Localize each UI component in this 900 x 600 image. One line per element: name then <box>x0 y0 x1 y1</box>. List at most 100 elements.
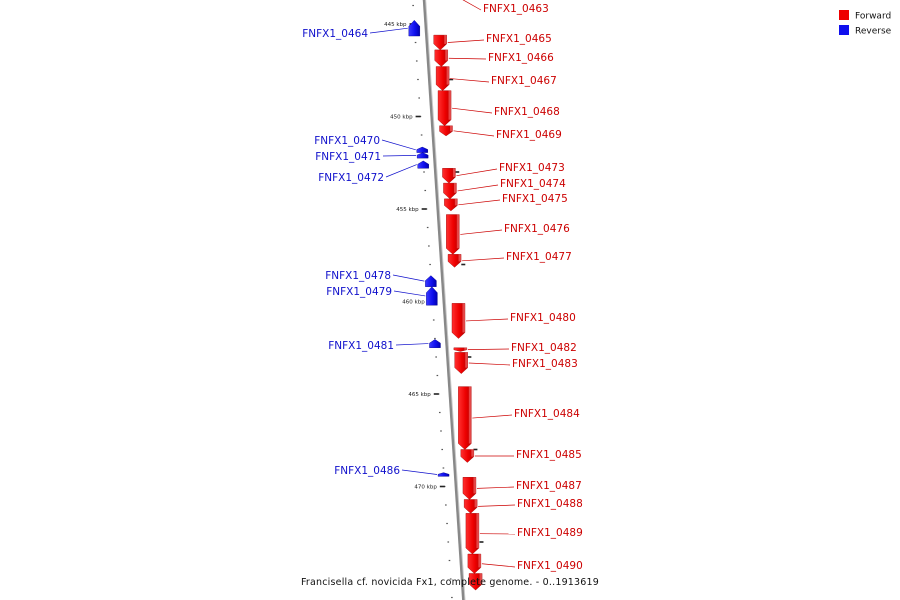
gene-label[interactable]: FNFX1_0478 <box>325 270 391 282</box>
gene-label[interactable]: FNFX1_0488 <box>517 498 583 510</box>
gene-label[interactable]: FNFX1_0472 <box>318 172 384 184</box>
gene-label[interactable]: FNFX1_0470 <box>314 135 380 147</box>
label-connector <box>453 130 495 137</box>
gene-label[interactable]: FNFX1_0465 <box>486 33 552 45</box>
gene-label[interactable]: FNFX1_0486 <box>334 465 400 477</box>
major-tick <box>439 485 445 488</box>
tick-label: 445 kbp <box>384 22 407 28</box>
label-connector <box>382 155 417 157</box>
legend: Forward Reverse <box>839 10 892 37</box>
gene-highlight <box>476 513 479 549</box>
gene-label[interactable]: FNFX1_0490 <box>517 560 583 572</box>
label-connector <box>395 343 429 346</box>
minor-tick <box>445 504 447 506</box>
gene-highlight <box>458 254 462 262</box>
label-connector <box>385 164 417 178</box>
minor-tick <box>412 4 414 7</box>
gene-feature-reverse[interactable] <box>408 20 421 37</box>
gene-highlight <box>444 35 447 44</box>
gene-label[interactable]: FNFX1_0477 <box>506 251 572 263</box>
legend-label-forward: Forward <box>855 12 891 22</box>
tick-label: 450 kbp <box>390 115 413 121</box>
gene-highlight <box>471 449 474 457</box>
gene-label[interactable]: FNFX1_0483 <box>512 358 578 370</box>
gene-label[interactable]: FNFX1_0482 <box>511 342 577 354</box>
label-connector <box>462 0 482 11</box>
label-connector <box>481 563 516 568</box>
legend-label-reverse: Reverse <box>855 27 892 37</box>
gene-label[interactable]: FNFX1_0466 <box>488 52 554 64</box>
gene-label[interactable]: FNFX1_0481 <box>328 340 394 352</box>
minor-tick <box>417 78 419 81</box>
gene-highlight <box>479 573 483 585</box>
minor-tick <box>414 41 417 44</box>
gene-label[interactable]: FNFX1_0484 <box>514 408 580 420</box>
gene-label[interactable]: FNFX1_0476 <box>504 223 570 235</box>
label-connector <box>476 486 515 489</box>
scale-mark <box>467 356 472 358</box>
label-connector <box>401 469 438 475</box>
minor-tick <box>441 448 444 451</box>
minor-tick <box>446 522 448 525</box>
scale-mark <box>479 541 484 543</box>
gene-feature-reverse[interactable] <box>416 146 428 153</box>
gene-label[interactable]: FNFX1_0467 <box>491 75 557 87</box>
gene-label[interactable]: FNFX1_0479 <box>326 286 392 298</box>
gene-label[interactable]: FNFX1_0475 <box>502 193 568 205</box>
label-connector <box>392 274 425 282</box>
gene-label[interactable]: FNFX1_0473 <box>499 162 565 174</box>
label-connector <box>478 504 516 507</box>
label-connector <box>458 199 501 206</box>
label-connector <box>457 184 499 192</box>
tick-label: 465 kbp <box>408 392 431 398</box>
label-connector <box>472 414 513 419</box>
gene-highlight <box>473 477 476 494</box>
scale-mark <box>461 263 466 266</box>
minor-tick <box>435 356 437 358</box>
label-connector <box>468 362 511 366</box>
major-tick <box>421 208 427 210</box>
label-connector <box>447 39 485 43</box>
label-connector <box>456 168 498 177</box>
gene-label[interactable]: FNFX1_0464 <box>302 28 368 40</box>
gene-feature-reverse[interactable] <box>425 275 437 287</box>
label-connector <box>460 229 503 235</box>
label-connector <box>369 27 408 34</box>
gene-feature-reverse[interactable] <box>426 286 438 306</box>
gene-highlight <box>462 303 465 333</box>
minor-tick <box>429 263 431 266</box>
minor-tick <box>451 596 453 599</box>
gene-label[interactable]: FNFX1_0489 <box>517 527 583 539</box>
gene-highlight <box>478 554 481 568</box>
label-connector <box>448 57 487 60</box>
gene-label[interactable]: FNFX1_0468 <box>494 106 560 118</box>
minor-tick <box>447 541 450 543</box>
gene-label[interactable]: FNFX1_0471 <box>315 151 381 163</box>
gene-label[interactable]: FNFX1_0480 <box>510 312 576 324</box>
genome-caption: Francisella cf. novicida Fx1, complete g… <box>300 577 600 588</box>
minor-tick <box>432 319 435 321</box>
gene-highlight <box>448 90 452 120</box>
label-connector <box>465 318 509 322</box>
minor-tick <box>438 411 441 414</box>
label-connector <box>467 348 510 350</box>
gene-feature-reverse[interactable] <box>417 160 429 169</box>
minor-tick <box>424 189 427 192</box>
gene-feature-reverse[interactable] <box>437 472 450 477</box>
minor-tick <box>448 559 451 562</box>
gene-highlight <box>456 214 460 249</box>
gene-label[interactable]: FNFX1_0487 <box>516 480 582 492</box>
gene-highlight <box>446 66 450 85</box>
gene-highlight <box>450 125 453 132</box>
minor-tick <box>415 60 418 62</box>
gene-label[interactable]: FNFX1_0469 <box>496 129 562 141</box>
gene-feature-reverse[interactable] <box>416 152 429 159</box>
gene-label[interactable]: FNFX1_0485 <box>516 449 582 461</box>
tick-label: 455 kbp <box>396 207 419 213</box>
gene-label[interactable]: FNFX1_0474 <box>500 178 566 190</box>
minor-tick <box>436 374 439 377</box>
gene-highlight <box>452 168 456 178</box>
gene-label[interactable]: FNFX1_0463 <box>483 3 549 15</box>
minor-tick <box>418 97 420 99</box>
gene-feature-reverse[interactable] <box>429 339 441 348</box>
